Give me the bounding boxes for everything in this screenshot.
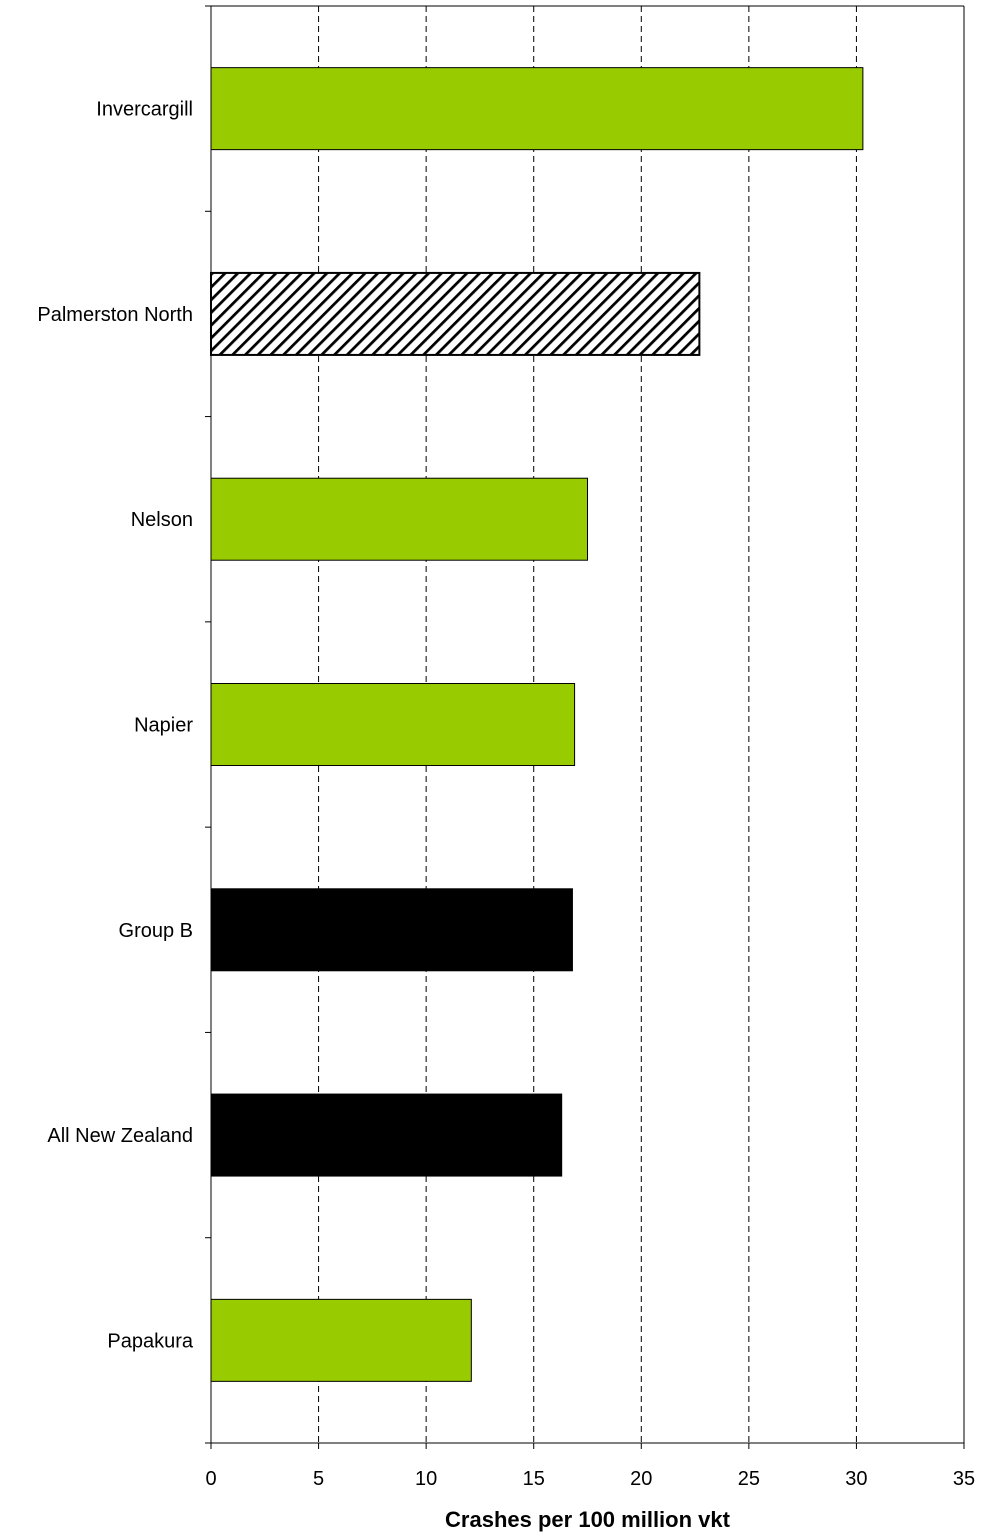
axes xyxy=(205,5,965,1449)
category-label-all-new-zealand: All New Zealand xyxy=(47,1125,193,1147)
x-tick-label-20: 20 xyxy=(630,1468,652,1490)
labels: 0 5 10 15 20 25 30 35 Invercargill Palmerston Nor… xyxy=(37,99,975,1490)
bar-group-b xyxy=(210,888,573,972)
x-tick-label-35: 35 xyxy=(953,1468,975,1490)
bar-all-new-zealand xyxy=(210,1093,563,1177)
category-label-invercargill: Invercargill xyxy=(96,99,193,121)
x-tick-label-10: 10 xyxy=(415,1468,437,1490)
x-tick-label-15: 15 xyxy=(523,1468,545,1490)
category-label-palmerston-north: Palmerston North xyxy=(37,304,193,326)
bar-nelson xyxy=(210,477,588,561)
category-label-nelson: Nelson xyxy=(131,509,193,531)
bar-napier xyxy=(210,683,576,766)
x-axis-title: Crashes per 100 million vkt xyxy=(445,1507,731,1532)
x-tick-label-5: 5 xyxy=(313,1468,324,1490)
bars xyxy=(210,67,864,1382)
x-tick-label-30: 30 xyxy=(845,1468,867,1490)
x-tick-label-0: 0 xyxy=(205,1468,216,1490)
category-label-papakura: Papakura xyxy=(107,1330,193,1352)
category-label-group-b: Group B xyxy=(119,920,193,942)
category-label-napier: Napier xyxy=(134,715,193,737)
bar-palmerston-north xyxy=(210,271,701,356)
bar-invercargill xyxy=(210,67,864,151)
bar-papakura xyxy=(210,1298,472,1382)
x-tick-label-25: 25 xyxy=(738,1468,760,1490)
